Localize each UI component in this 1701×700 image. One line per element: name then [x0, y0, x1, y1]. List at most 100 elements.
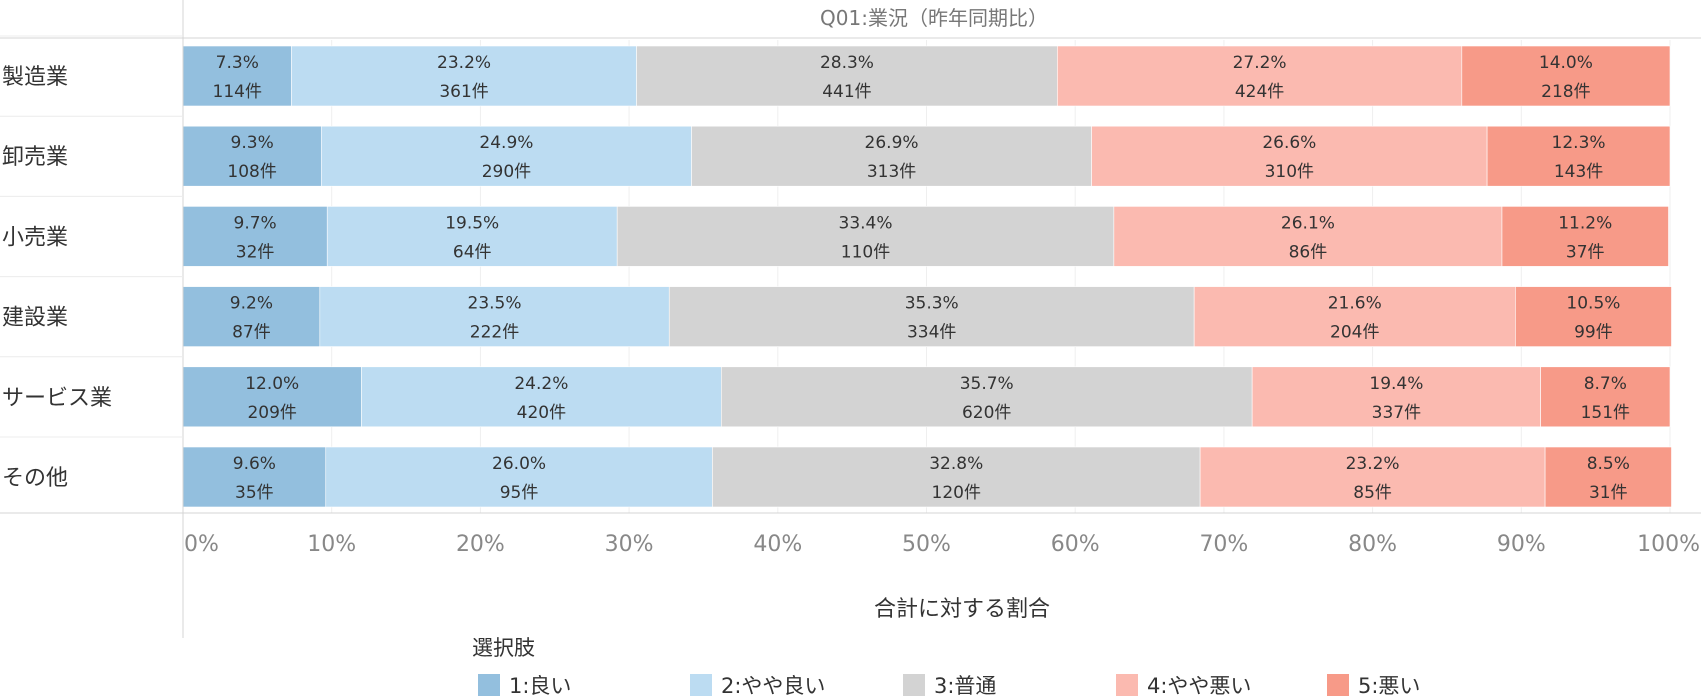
percent-label: 10.5%: [1566, 294, 1620, 314]
bar-segment: [720, 366, 1253, 428]
count-label: 32件: [236, 242, 275, 262]
count-label: 151件: [1581, 403, 1630, 423]
x-tick-label: 80%: [1348, 532, 1397, 557]
bar-segment: [325, 446, 713, 508]
bar-segment: [182, 446, 327, 508]
bar-segment: [326, 206, 618, 267]
percent-label: 35.3%: [905, 294, 959, 314]
percent-label: 26.1%: [1281, 213, 1335, 233]
x-tick-label: 10%: [307, 532, 356, 557]
category-label: 建設業: [2, 306, 68, 331]
percent-label: 14.0%: [1539, 53, 1593, 73]
legend-label: 2:やや良い: [721, 674, 826, 698]
percent-label: 9.3%: [231, 133, 274, 153]
count-label: 86件: [1289, 242, 1328, 262]
bar-segment: [1113, 206, 1503, 267]
percent-label: 12.0%: [245, 374, 299, 394]
count-label: 222件: [470, 323, 519, 343]
percent-label: 23.2%: [437, 53, 491, 73]
bar-segment: [1486, 125, 1671, 187]
bar-segment: [1057, 45, 1463, 107]
x-axis-title: 合計に対する割合: [874, 597, 1050, 622]
percent-label: 24.2%: [514, 374, 568, 394]
bar-segment: [182, 206, 328, 267]
count-label: 95件: [500, 483, 539, 503]
count-label: 361件: [439, 82, 488, 102]
count-label: 441件: [822, 82, 871, 102]
bar-segment: [691, 125, 1092, 187]
legend-label: 3:普通: [934, 674, 997, 698]
bar-segment: [1544, 446, 1672, 508]
percent-label: 11.2%: [1558, 213, 1612, 233]
percent-label: 9.7%: [234, 213, 277, 233]
count-label: 424件: [1235, 82, 1284, 102]
percent-label: 26.9%: [865, 133, 919, 153]
count-label: 31件: [1589, 483, 1628, 503]
legend-item[interactable]: 1:良い: [478, 670, 571, 700]
bar-segment: [319, 286, 670, 347]
chart-title: Q01:業況（昨年同期比）: [820, 6, 1048, 30]
legend-swatch: [478, 674, 500, 696]
count-label: 87件: [232, 323, 271, 343]
count-label: 85件: [1353, 483, 1392, 503]
percent-label: 26.6%: [1262, 133, 1316, 153]
legend-item[interactable]: 5:悪い: [1327, 670, 1420, 700]
percent-label: 24.9%: [479, 133, 533, 153]
percent-label: 9.2%: [230, 294, 273, 314]
percent-label: 12.3%: [1552, 133, 1606, 153]
percent-label: 8.7%: [1584, 374, 1627, 394]
count-label: 218件: [1541, 82, 1590, 102]
bars-layer: 7.3% 114件 23.2% 361件 28.3% 441件 27.2% 424件 14.0%…: [182, 45, 1672, 508]
category-label: サービス業: [2, 386, 112, 411]
percent-label: 35.7%: [960, 374, 1014, 394]
count-label: 99件: [1574, 323, 1613, 343]
bar-segment: [182, 125, 322, 187]
count-label: 290件: [482, 162, 531, 182]
count-label: 114件: [213, 82, 262, 102]
x-tick-label: 20%: [456, 532, 505, 557]
count-label: 334件: [907, 323, 956, 343]
percent-label: 9.6%: [233, 454, 276, 474]
x-tick-label: 30%: [605, 532, 654, 557]
percent-label: 27.2%: [1233, 53, 1287, 73]
x-tick-label: 60%: [1051, 532, 1100, 557]
category-label: 卸売業: [2, 145, 68, 170]
bar-segment: [668, 286, 1195, 347]
legend-item[interactable]: 4:やや悪い: [1116, 670, 1251, 700]
bar-segment: [1515, 286, 1672, 347]
percent-label: 7.3%: [216, 53, 259, 73]
bar-segment: [1540, 366, 1671, 428]
count-label: 64件: [453, 242, 492, 262]
count-label: 37件: [1566, 242, 1605, 262]
percent-label: 26.0%: [492, 454, 546, 474]
count-label: 620件: [962, 403, 1011, 423]
bar-segment: [182, 286, 321, 347]
x-tick-label: 100%: [1637, 532, 1700, 557]
legend-item[interactable]: 3:普通: [903, 670, 996, 700]
x-tick-labels: 0% 10% 20% 30% 40% 50% 60% 70% 80% 90% 100%: [184, 532, 1700, 557]
bar-segment: [1501, 206, 1669, 267]
bar-segment: [636, 45, 1058, 107]
legend-swatch: [903, 674, 925, 696]
count-label: 337件: [1372, 403, 1421, 423]
x-tick-label: 50%: [902, 532, 951, 557]
percent-label: 28.3%: [820, 53, 874, 73]
legend-label: 1:良い: [509, 674, 572, 698]
legend-label: 4:やや悪い: [1147, 674, 1252, 698]
legend-item[interactable]: 2:やや良い: [690, 670, 825, 700]
legend-swatch: [1327, 674, 1349, 696]
legend-swatch: [1116, 674, 1138, 696]
count-label: 35件: [235, 483, 274, 503]
category-label: 小売業: [2, 225, 68, 250]
bar-segment: [361, 366, 722, 428]
percent-label: 21.6%: [1328, 294, 1382, 314]
gridlines: [331, 40, 1671, 513]
bar-segment: [291, 45, 637, 107]
legend-swatch: [690, 674, 712, 696]
percent-label: 19.4%: [1369, 374, 1423, 394]
percent-label: 23.2%: [1346, 454, 1400, 474]
count-label: 209件: [247, 403, 296, 423]
bar-segment: [1199, 446, 1546, 508]
count-label: 108件: [227, 162, 276, 182]
